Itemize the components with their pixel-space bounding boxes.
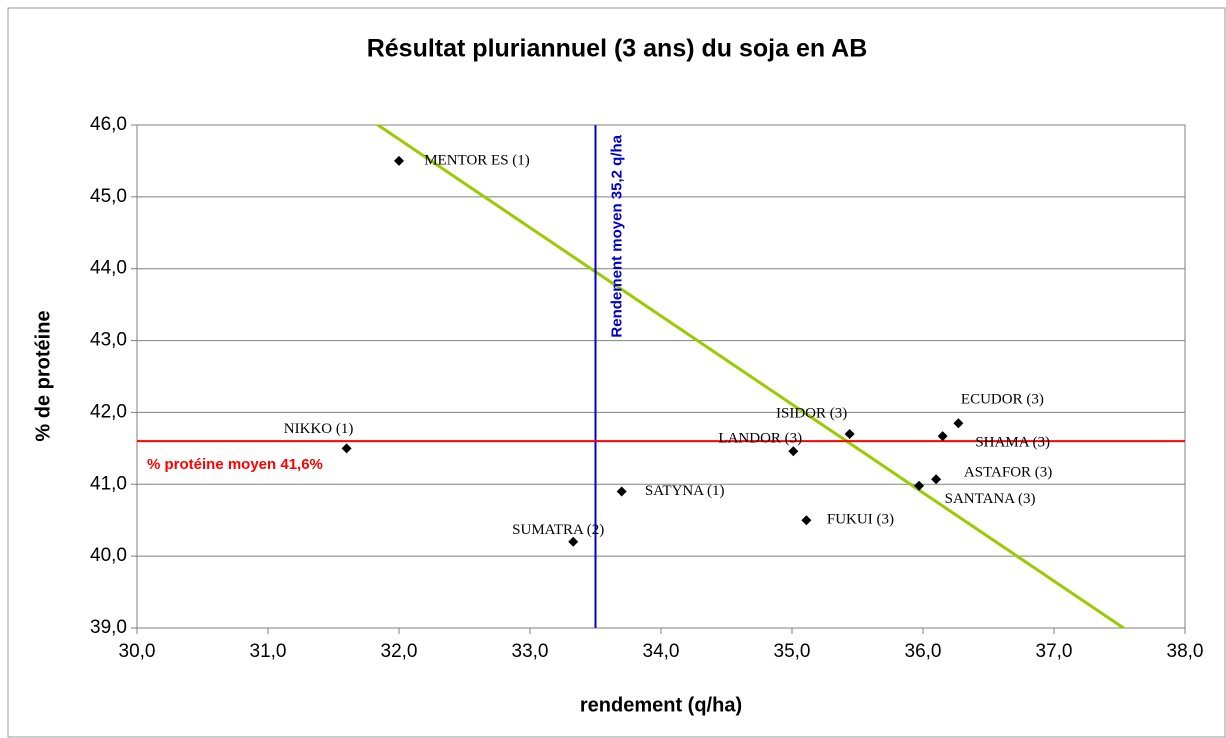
y-tick-label: 42,0 (90, 401, 127, 422)
x-tick-label: 35,0 (774, 641, 811, 662)
point-label: MENTOR ES (1) (424, 152, 530, 168)
x-tick-label: 30,0 (119, 641, 156, 662)
x-tick-label: 36,0 (905, 641, 942, 662)
point (931, 474, 942, 485)
plot-layer (375, 125, 1127, 628)
y-tick-label: 39,0 (90, 617, 127, 638)
reference-label: % protéine moyen 41,6% (147, 456, 323, 473)
point (914, 480, 925, 491)
point-label: SANTANA (3) (945, 491, 1036, 507)
point (568, 536, 579, 547)
point (394, 155, 404, 166)
point-label: SHAMA (3) (975, 435, 1050, 451)
point (844, 428, 855, 439)
point-label: ISIDOR (3) (776, 405, 847, 421)
trend-line (375, 125, 1127, 628)
point (801, 515, 812, 526)
x-tick-label: 33,0 (512, 641, 549, 662)
point-label: ASTAFOR (3) (964, 465, 1052, 481)
point-label: FUKUI (3) (827, 512, 894, 528)
y-axis-label: % de protéine (32, 310, 54, 441)
reference-label: Rendement moyen 35,2 q/ha (608, 134, 625, 337)
x-tick-label: 38,0 (1167, 641, 1204, 662)
y-tick-label: 44,0 (90, 258, 127, 279)
chart-frame (7, 7, 1226, 738)
y-tick-label: 40,0 (90, 545, 127, 566)
point-label: LANDOR (3) (718, 431, 802, 447)
plot-area (136, 124, 1186, 629)
point (616, 486, 627, 497)
point (788, 446, 799, 457)
point-label: NIKKO (1) (284, 421, 354, 437)
y-tick-label: 46,0 (90, 114, 127, 135)
x-tick-label: 31,0 (250, 641, 287, 662)
x-axis-label: rendement (q/ha) (580, 694, 742, 716)
x-tick-label: 32,0 (381, 641, 418, 662)
point (937, 431, 948, 442)
point (953, 418, 964, 429)
y-tick-label: 45,0 (90, 186, 127, 207)
point (341, 443, 352, 454)
point-label: ECUDOR (3) (961, 392, 1044, 408)
chart-title: Résultat pluriannuel (3 ans) du soja en … (367, 35, 868, 63)
x-tick-label: 37,0 (1036, 641, 1073, 662)
y-tick-label: 41,0 (90, 473, 127, 494)
y-tick-label: 43,0 (90, 330, 127, 351)
x-tick-label: 34,0 (643, 641, 680, 662)
point-label: SUMATRA (2) (512, 522, 604, 538)
point-label: SATYNA (1) (645, 483, 725, 499)
